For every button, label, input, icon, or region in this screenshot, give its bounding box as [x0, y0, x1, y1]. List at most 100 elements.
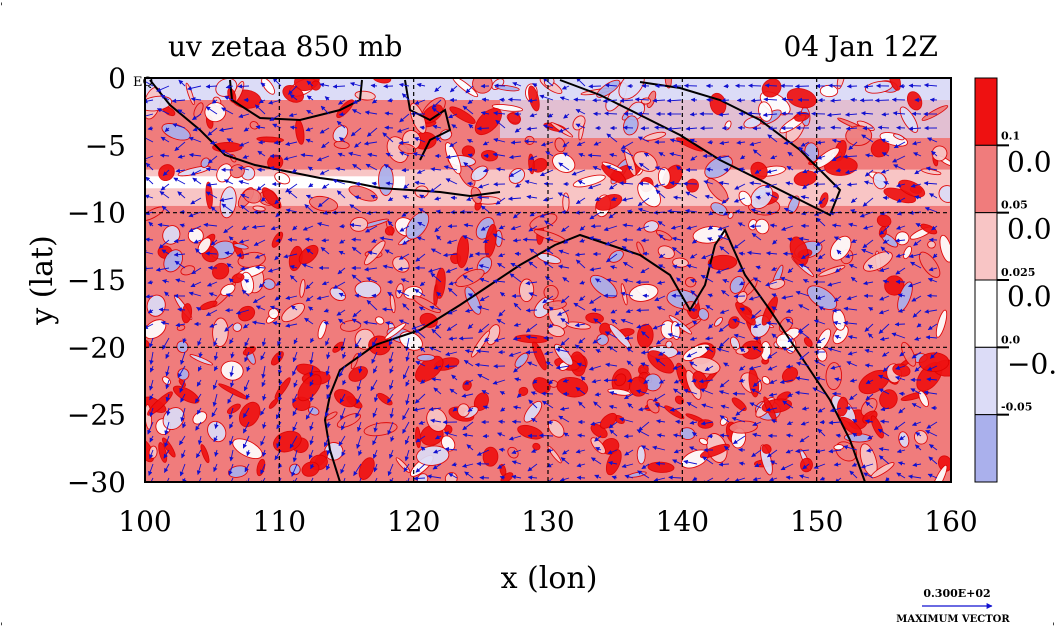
field-blob — [816, 328, 832, 351]
colorbar-segment — [974, 77, 998, 146]
field-blob — [706, 178, 729, 203]
field-blob — [819, 84, 839, 98]
colorbar-value-label: 0.0 — [1007, 213, 1052, 246]
field-blob — [899, 106, 919, 133]
field-blob — [803, 337, 813, 348]
field-blob — [491, 104, 524, 112]
field-blob — [750, 184, 774, 210]
field-blob — [435, 267, 446, 299]
field-blob — [282, 85, 304, 103]
field-blob — [200, 157, 210, 168]
colorbar-segment — [974, 144, 998, 214]
field-blob — [647, 350, 675, 374]
field-blob — [825, 362, 843, 391]
field-blob — [665, 340, 673, 349]
field-blob — [918, 352, 950, 373]
field-blob — [252, 205, 266, 212]
field-blob — [939, 234, 951, 263]
wind-vector — [898, 391, 906, 397]
field-blob — [727, 211, 734, 219]
wind-vector — [522, 237, 538, 242]
wind-vector — [479, 475, 490, 480]
equator-label: EQ — [133, 75, 153, 90]
wind-vector — [525, 350, 538, 355]
field-blob — [697, 419, 714, 429]
field-blob — [657, 167, 671, 187]
field-blob — [378, 164, 394, 196]
y-tick-label: 0 — [108, 62, 126, 95]
field-blob — [787, 195, 800, 215]
colorbar-segment — [974, 346, 998, 416]
y-axis-label: y (lat) — [25, 235, 60, 325]
wind-vector — [738, 111, 746, 117]
wind-vector — [351, 237, 362, 242]
wind-vector — [225, 307, 234, 313]
max-vector-label: MAXIMUM VECTOR — [896, 614, 1010, 625]
y-tick-label: −20 — [67, 331, 126, 364]
corner-mark-bottom-left: ' — [0, 622, 3, 631]
field-blob — [262, 278, 276, 290]
wind-vector — [642, 293, 650, 299]
x-tick-label: 130 — [521, 505, 574, 538]
field-blob — [684, 277, 697, 288]
x-axis-label: x (lon) — [501, 561, 598, 596]
wind-vector — [819, 419, 826, 425]
colorbar-boundary-label: 0.1 — [1001, 129, 1020, 142]
field-blob — [348, 185, 378, 202]
field-blob — [298, 244, 319, 265]
field-blob — [605, 449, 622, 476]
x-tick-label: 140 — [656, 505, 709, 538]
wind-vector — [908, 83, 922, 88]
wind-vector — [494, 83, 506, 88]
wind-vector — [874, 98, 890, 103]
wind-vector — [514, 251, 522, 257]
wind-vector — [499, 97, 506, 103]
field-blob — [614, 373, 627, 387]
wind-vector — [576, 475, 586, 480]
colorbar-boundary-label: 0.0 — [1001, 333, 1020, 346]
wind-vector — [622, 125, 634, 130]
field-blob — [845, 125, 873, 146]
field-blob — [921, 105, 949, 121]
field-blob — [761, 375, 771, 385]
field-blob — [482, 446, 499, 467]
field-blob — [232, 322, 243, 332]
colorbar-value-label: 0.0 — [1007, 145, 1052, 178]
field-blob — [937, 455, 951, 472]
chart-title-left: uv zetaa 850 mb — [168, 30, 402, 63]
field-blob — [336, 413, 361, 428]
field-blob — [233, 243, 249, 250]
field-blob — [699, 443, 730, 459]
wind-vector — [573, 97, 586, 102]
max-vector-legend: 0.300E+02 MAXIMUM VECTOR — [896, 587, 1010, 625]
field-blob — [192, 411, 208, 425]
y-tick-label: −10 — [67, 197, 126, 230]
field-blob — [601, 161, 624, 173]
wind-vector — [638, 181, 650, 186]
wind-vector — [894, 322, 906, 327]
colorbar-segment — [974, 279, 998, 348]
field-blob — [375, 316, 385, 325]
wind-vector — [541, 391, 554, 396]
field-blob — [237, 305, 256, 322]
field-blob — [508, 168, 526, 184]
field-blob — [457, 403, 470, 418]
y-tick-label: −15 — [67, 264, 126, 297]
wind-vector — [237, 84, 250, 89]
wind-vector — [846, 84, 858, 89]
field-blob — [384, 226, 395, 236]
field-blob — [636, 445, 646, 465]
x-tick-label: 150 — [790, 505, 843, 538]
field-blob — [268, 398, 279, 409]
field-blob — [439, 129, 453, 141]
colorbar-boundary-label: 0.025 — [1001, 266, 1035, 279]
x-tick-labels: 100 110 120 130 140 150 160 — [118, 505, 977, 538]
y-tick-labels: 0 −5 −10 −15 −20 −25 −30 — [67, 62, 126, 499]
wind-vector — [748, 83, 762, 88]
field-blob — [242, 346, 256, 356]
field-blob — [920, 223, 938, 235]
wind-vector — [257, 167, 266, 173]
wind-vector — [371, 293, 378, 299]
